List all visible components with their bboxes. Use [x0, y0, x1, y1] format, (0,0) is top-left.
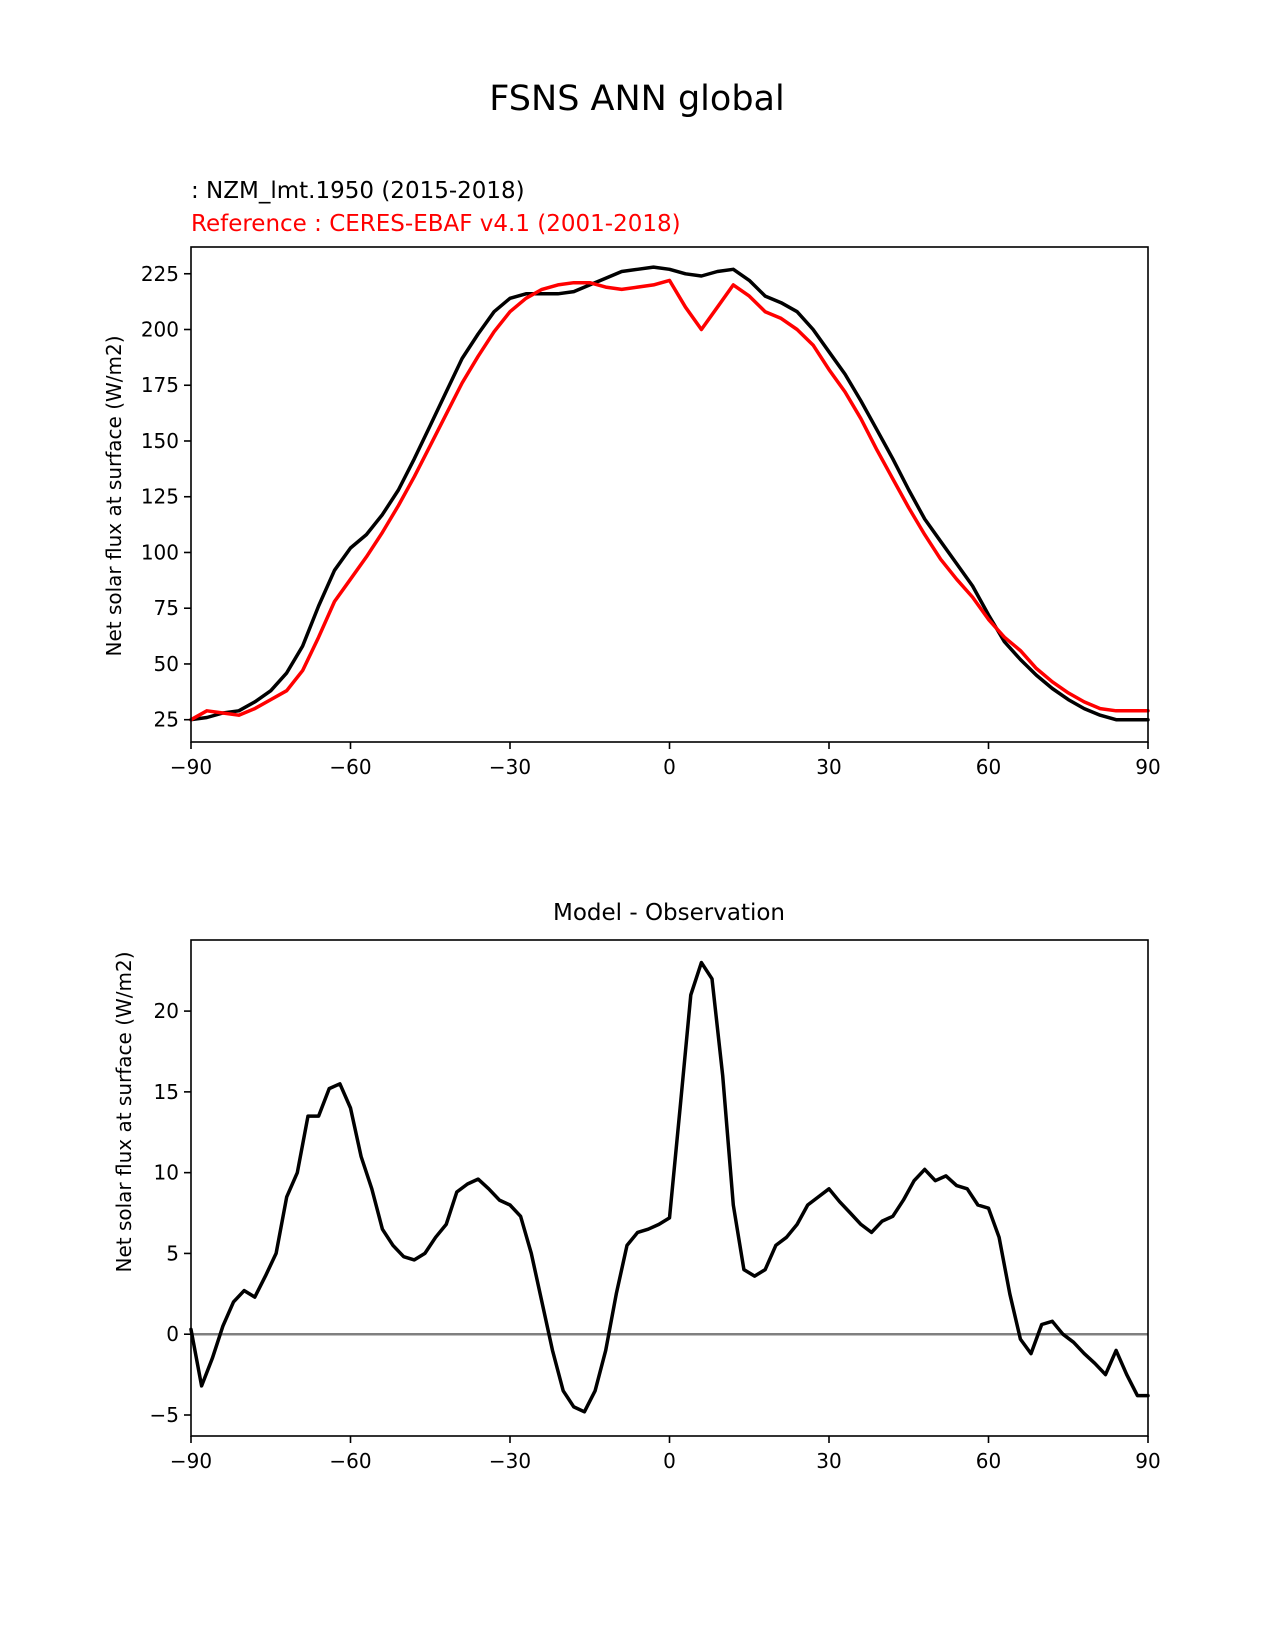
x-tick-label: 30	[816, 1449, 841, 1473]
figure-title: FSNS ANN global	[489, 79, 784, 119]
x-tick-label: 30	[816, 755, 841, 779]
top-plot-area: −90 −60 −30 0 30 60 90 25 50 75 100 125 150 175 200 225	[141, 246, 1161, 779]
axes-frame	[190, 246, 1149, 743]
x-tick-label: −30	[489, 1449, 531, 1473]
y-tick-label: 50	[154, 652, 179, 676]
axes-frame	[190, 939, 1149, 1437]
series-line-0	[189, 265, 1150, 722]
top-panel: : NZM_lmt.1950 (2015-2018) Reference : C…	[102, 178, 1161, 779]
bottom-ylabel: Net solar flux at surface (W/m2)	[112, 951, 136, 1272]
y-tick-label: 150	[141, 429, 179, 453]
x-tick-label: 60	[976, 755, 1001, 779]
y-tick-label: 125	[141, 485, 179, 509]
series-line-1	[189, 278, 1150, 722]
y-tick-label: 10	[154, 1161, 179, 1185]
x-tick-label: 0	[663, 1449, 676, 1473]
x-tick-label: 60	[976, 1449, 1001, 1473]
series-line-0	[189, 960, 1150, 1414]
bottom-panel: Model - Observation −90 −60 −30 0 30 60 90 −5 0 5…	[112, 900, 1161, 1473]
top-reference-label: Reference : CERES-EBAF v4.1 (2001-2018)	[191, 211, 681, 237]
y-tick-label: 175	[141, 373, 179, 397]
y-tick-label: 15	[154, 1080, 179, 1104]
x-tick-label: 0	[663, 755, 676, 779]
x-tick-label: 90	[1135, 755, 1160, 779]
x-tick-label: −30	[489, 755, 531, 779]
x-tick-label: 90	[1135, 1449, 1160, 1473]
x-tick-label: −90	[170, 755, 212, 779]
y-tick-label: 0	[166, 1322, 179, 1346]
x-tick-label: −90	[170, 1449, 212, 1473]
bottom-title: Model - Observation	[553, 900, 785, 926]
top-ylabel: Net solar flux at surface (W/m2)	[102, 335, 126, 656]
y-tick-label: 225	[141, 262, 179, 286]
y-tick-label: 25	[154, 708, 179, 732]
x-tick-label: −60	[329, 755, 371, 779]
top-test-label: : NZM_lmt.1950 (2015-2018)	[191, 178, 525, 204]
y-tick-label: −5	[150, 1403, 179, 1427]
x-tick-label: −60	[329, 1449, 371, 1473]
y-tick-label: 20	[154, 999, 179, 1023]
y-tick-label: 75	[154, 596, 179, 620]
y-tick-label: 5	[166, 1241, 179, 1265]
bottom-plot-area: −90 −60 −30 0 30 60 90 −5 0 5 10 15 20	[150, 939, 1161, 1473]
y-tick-label: 200	[141, 318, 179, 342]
y-tick-label: 100	[141, 540, 179, 564]
